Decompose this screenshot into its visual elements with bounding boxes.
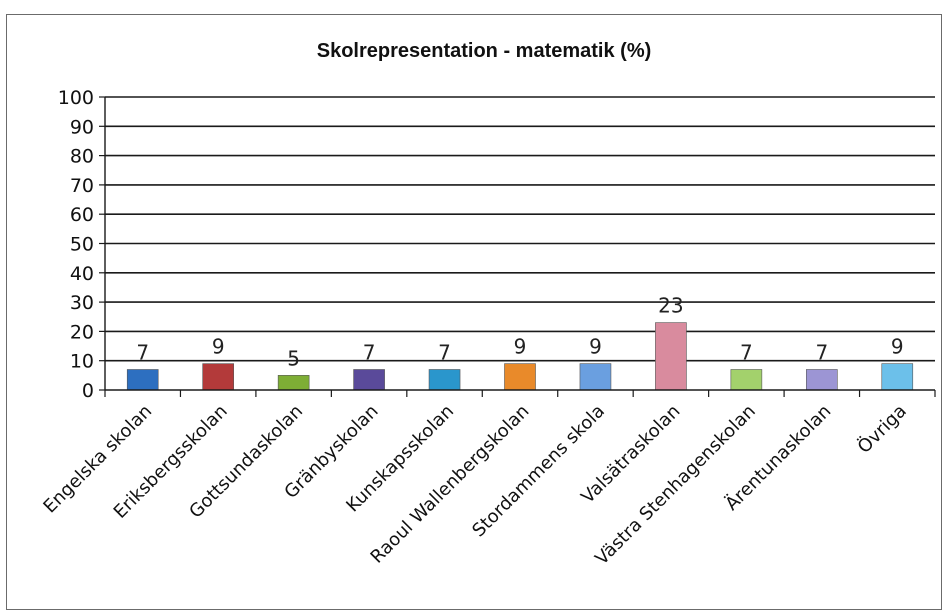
x-axis-labels: Engelska skolanEriksbergsskolanGottsunda… bbox=[39, 400, 910, 569]
x-category-label: Stordammens skola bbox=[468, 401, 609, 542]
x-category-label: Raoul Wallenbergskolan bbox=[367, 401, 534, 568]
bar bbox=[655, 322, 687, 391]
bar bbox=[202, 363, 234, 391]
y-tick-label: 80 bbox=[70, 146, 94, 168]
bar bbox=[277, 375, 310, 391]
y-tick-label: 70 bbox=[70, 175, 94, 197]
y-tick-label: 100 bbox=[58, 87, 94, 109]
data-label: 7 bbox=[363, 340, 376, 364]
y-tick-label: 50 bbox=[70, 234, 94, 256]
y-tick-label: 60 bbox=[70, 204, 94, 226]
bars bbox=[126, 322, 914, 391]
x-category-label: Västra Stenhagenskolan bbox=[591, 401, 760, 570]
y-tick-label: 40 bbox=[70, 263, 94, 285]
data-label: 7 bbox=[136, 340, 149, 364]
x-category-label: Övriga bbox=[853, 400, 911, 458]
data-label: 7 bbox=[438, 340, 451, 364]
data-label: 5 bbox=[287, 346, 300, 370]
bar bbox=[806, 369, 838, 391]
y-tick-label: 90 bbox=[70, 116, 94, 138]
y-tick-label: 30 bbox=[70, 292, 94, 314]
data-label: 7 bbox=[740, 340, 753, 364]
chart-frame bbox=[6, 14, 942, 610]
data-label: 9 bbox=[212, 335, 225, 359]
chart-title: Skolrepresentation - matematik (%) bbox=[317, 40, 652, 62]
bar bbox=[730, 369, 763, 391]
data-label: 7 bbox=[815, 340, 828, 364]
y-tick-label: 20 bbox=[70, 321, 94, 343]
data-label: 9 bbox=[891, 335, 904, 359]
bar bbox=[881, 363, 914, 391]
data-label: 9 bbox=[514, 335, 527, 359]
bar bbox=[126, 369, 159, 391]
data-label: 9 bbox=[589, 335, 602, 359]
bar bbox=[504, 363, 536, 391]
data-labels: 7 9 5 7 7 9 9 23 7 7 9 bbox=[136, 294, 903, 371]
bar bbox=[579, 363, 612, 391]
y-tick-label: 0 bbox=[82, 380, 94, 402]
y-tick-label: 10 bbox=[70, 351, 94, 373]
y-axis-ticks: 0 10 20 30 40 50 60 70 80 90 100 bbox=[58, 87, 105, 402]
axes bbox=[104, 97, 936, 397]
grid-lines bbox=[105, 96, 935, 362]
data-label: 23 bbox=[658, 294, 683, 318]
bar bbox=[428, 369, 461, 391]
bar bbox=[353, 369, 385, 391]
